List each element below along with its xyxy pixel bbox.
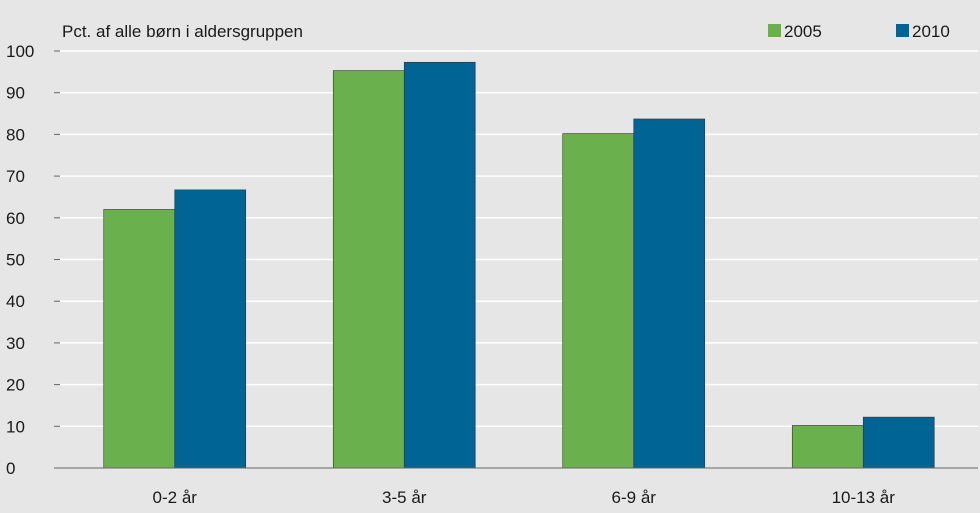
y-tick-label: 30 <box>6 334 25 353</box>
legend-swatch <box>896 24 909 37</box>
y-tick-label: 50 <box>6 251 25 270</box>
x-tick-labels: 0-2 år 3-5 år 6-9 år 10-13 år <box>153 488 896 507</box>
legend: 2005 2010 <box>768 22 950 41</box>
legend-swatch <box>768 24 781 37</box>
y-tick-labels: 0 10 20 30 40 50 60 70 80 90 100 <box>6 42 60 478</box>
legend-item-2005: 2005 <box>768 22 822 41</box>
bar-2010-2 <box>403 61 476 469</box>
y-tick-label: 10 <box>6 417 25 436</box>
y-tick-label: 80 <box>6 125 25 144</box>
y-tick-label: 40 <box>6 292 25 311</box>
bar-2010-3 <box>633 118 706 469</box>
y-tick-label: 70 <box>6 167 25 186</box>
x-tick-label: 0-2 år <box>153 488 198 507</box>
y-tick-label: 90 <box>6 84 25 103</box>
y-tick-label: 60 <box>6 209 25 228</box>
legend-label: 2005 <box>784 22 822 41</box>
bar-2005-4 <box>791 425 864 469</box>
bars <box>103 61 935 469</box>
bar-2005-3 <box>562 133 635 469</box>
y-axis-label: Pct. af alle børn i aldersgruppen <box>62 22 303 41</box>
y-tick-label: 20 <box>6 376 25 395</box>
x-tick-label: 10-13 år <box>832 488 896 507</box>
x-tick-label: 3-5 år <box>382 488 427 507</box>
legend-item-2010: 2010 <box>896 22 950 41</box>
legend-label: 2010 <box>912 22 950 41</box>
bar-2005-2 <box>332 70 405 469</box>
y-tick-label: 0 <box>6 459 15 478</box>
bar-2005-1 <box>103 209 176 469</box>
x-tick-label: 6-9 år <box>612 488 657 507</box>
y-tick-label: 100 <box>6 42 34 61</box>
bar-2010-1 <box>174 189 247 469</box>
bar-2010-4 <box>862 416 935 469</box>
